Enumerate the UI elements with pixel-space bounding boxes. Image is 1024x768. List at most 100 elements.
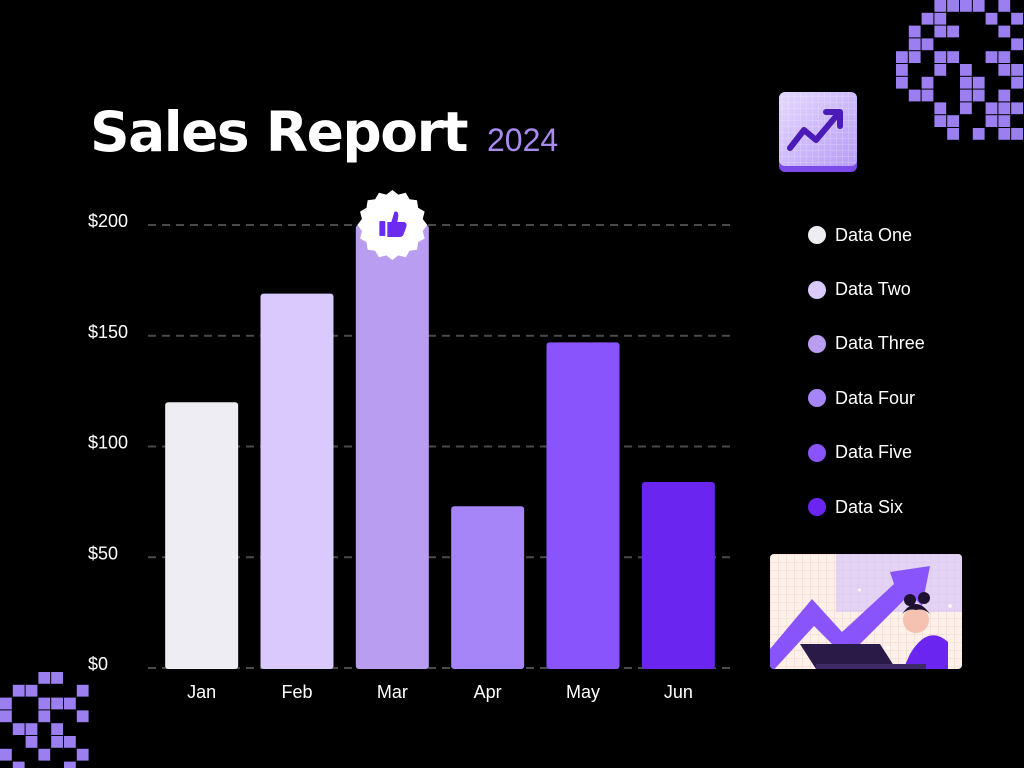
pixel-cell	[908, 89, 921, 102]
pixel-cell	[947, 128, 959, 140]
pixel-cell	[985, 51, 998, 63]
pixel-cell	[998, 102, 1011, 115]
pixel-cell	[960, 64, 972, 76]
pixel-cell	[934, 115, 947, 127]
y-tick-label: $50	[88, 543, 118, 563]
pixel-cell	[947, 0, 959, 12]
pixel-cell	[998, 25, 1011, 38]
x-tick-label: May	[566, 682, 600, 702]
pixel-cell	[934, 51, 947, 63]
pixel-cell	[896, 64, 908, 76]
y-tick-label: $200	[88, 211, 128, 231]
bar	[165, 402, 239, 669]
y-tick-label: $150	[88, 322, 128, 342]
x-tick-label: Jan	[187, 682, 216, 702]
x-tick-label: Feb	[281, 682, 312, 702]
legend-item: Data Six	[808, 480, 1008, 534]
bars	[165, 225, 715, 669]
pixel-cell	[947, 25, 959, 38]
pixel-cell	[76, 710, 89, 723]
pixel-cell	[76, 684, 89, 697]
thumbs-up-badge	[357, 190, 428, 260]
pixel-cell	[908, 25, 921, 38]
thumb-cuff	[379, 221, 386, 236]
pixel-cell	[972, 76, 985, 89]
pixel-cell	[1011, 76, 1023, 89]
pixel-cell	[908, 51, 921, 63]
pixel-cell	[64, 697, 76, 710]
legend-label: Data Five	[835, 442, 913, 463]
chart-legend: Data One Data Two Data Three Data Four D…	[808, 208, 1008, 534]
legend-item: Data Two	[808, 262, 1008, 316]
legend-label: Data One	[835, 224, 913, 245]
pixel-pattern-top-right	[896, 0, 1023, 140]
pixel-cell	[972, 0, 985, 12]
legend-swatch	[808, 443, 826, 462]
pixel-cell	[960, 0, 972, 12]
woman-with-laptop-illustration	[770, 554, 962, 669]
y-tick-label: $100	[88, 433, 128, 453]
pixel-cell	[64, 736, 76, 748]
pixel-cell	[998, 51, 1011, 63]
pixel-cell	[1011, 38, 1023, 51]
pixel-cell	[896, 51, 908, 63]
pixel-cell	[934, 64, 947, 76]
pixel-cell	[12, 761, 25, 768]
legend-item: Data Three	[808, 317, 1008, 371]
pixel-pattern-bottom-left	[0, 672, 89, 768]
legend-label: Data Two	[835, 279, 911, 300]
legend-swatch	[808, 280, 826, 299]
pixel-cell	[25, 723, 38, 735]
trending-up-arrow-icon	[779, 92, 857, 172]
axis-labels: $0 $50 $100 $150 $200 Jan Feb Mar Apr May Jun	[88, 211, 693, 702]
pixel-cell	[934, 0, 947, 12]
pixel-cell	[12, 723, 25, 735]
pixel-cell	[51, 723, 63, 735]
pixel-cell	[12, 684, 25, 697]
pixel-cell	[38, 710, 51, 723]
legend-label: Data Three	[835, 333, 925, 354]
pixel-cell	[934, 12, 947, 25]
bar	[451, 506, 525, 669]
pixel-cell	[998, 128, 1011, 140]
pixel-cell	[934, 102, 947, 115]
pixel-cell	[896, 76, 908, 89]
legend-item: Data Four	[808, 371, 1008, 425]
legend-swatch	[808, 498, 826, 517]
pixel-cell	[960, 76, 972, 89]
pixel-cell	[1011, 128, 1023, 140]
pixel-cell	[921, 12, 934, 25]
legend-label: Data Six	[835, 496, 904, 517]
pixel-cell	[51, 697, 63, 710]
bar-chart: $0 $50 $100 $150 $200 Jan Feb Mar Apr May Jun	[88, 190, 730, 702]
pixel-cell	[998, 89, 1011, 102]
pixel-cell	[38, 697, 51, 710]
legend-swatch	[808, 334, 826, 353]
pixel-cell	[985, 12, 998, 25]
pixel-cell	[64, 761, 76, 768]
bar	[260, 293, 334, 669]
pixel-cell	[921, 89, 934, 102]
bar	[546, 342, 620, 669]
x-tick-label: Jun	[664, 682, 693, 702]
y-tick-label: $0	[88, 654, 108, 674]
pixel-cell	[0, 710, 12, 723]
pixel-cell	[998, 0, 1011, 12]
pixel-cell	[947, 51, 959, 63]
legend-swatch	[808, 389, 826, 408]
legend-item: Data One	[808, 208, 1008, 262]
pixel-cell	[25, 736, 38, 748]
pixel-cell	[947, 115, 959, 127]
pixel-cell	[960, 102, 972, 115]
pixel-cell	[76, 748, 89, 761]
pixel-cell	[934, 25, 947, 38]
pixel-cell	[960, 89, 972, 102]
pixel-cell	[25, 684, 38, 697]
pixel-cell	[1011, 102, 1023, 115]
pixel-cell	[972, 128, 985, 140]
x-tick-label: Apr	[474, 682, 502, 702]
pixel-cell	[1011, 64, 1023, 76]
x-tick-label: Mar	[377, 682, 408, 702]
pixel-cell	[998, 64, 1011, 76]
legend-item: Data Five	[808, 426, 1008, 480]
